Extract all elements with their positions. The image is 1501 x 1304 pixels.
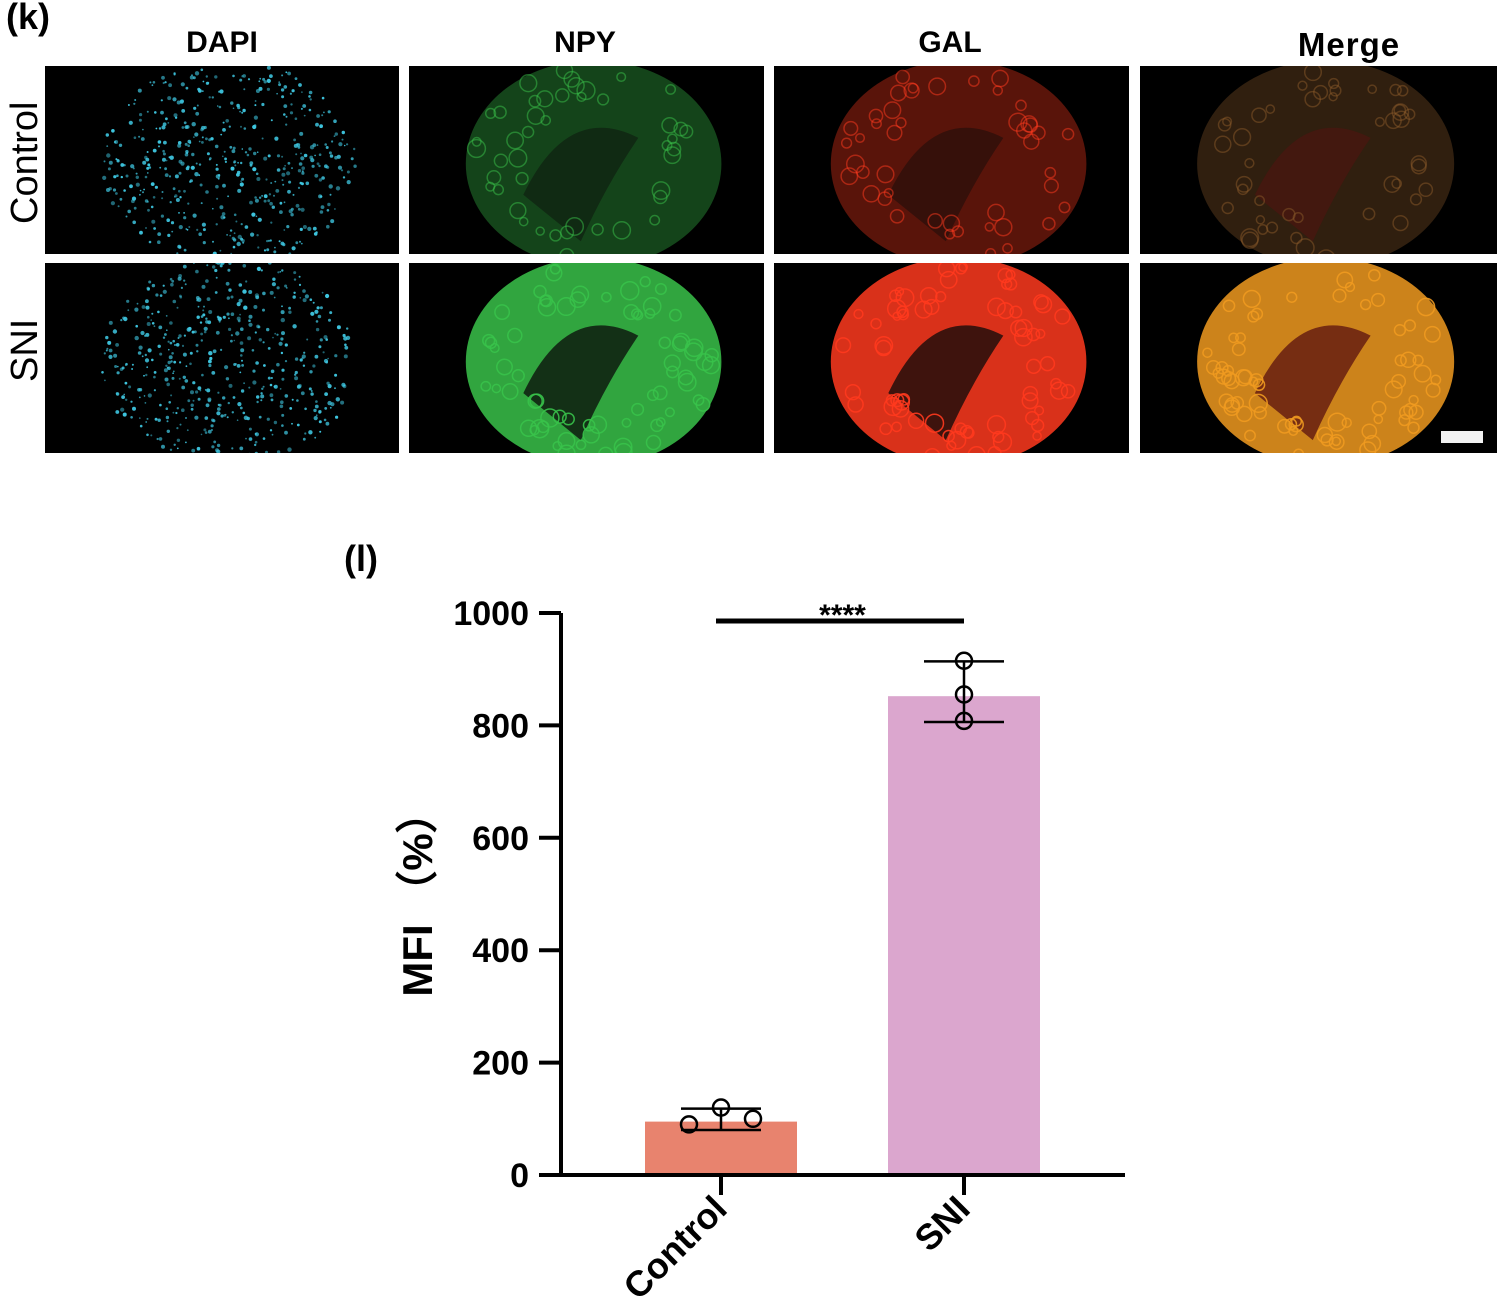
y-tick-label: 1000 bbox=[453, 595, 529, 633]
scale-bar bbox=[1441, 431, 1483, 443]
panel-k-label: (k) bbox=[6, 0, 50, 37]
micrograph-sni-merge-image bbox=[1197, 263, 1483, 453]
micrograph-control-merge bbox=[1140, 66, 1497, 254]
micrograph-control-gal-image bbox=[830, 66, 1087, 254]
significance-label: **** bbox=[819, 599, 866, 632]
y-tick-label: 800 bbox=[472, 707, 529, 745]
micrograph-sni-dapi bbox=[45, 263, 399, 453]
column-header-dapi: DAPI bbox=[186, 26, 258, 59]
column-header-gal: GAL bbox=[918, 26, 982, 59]
data-point bbox=[711, 1098, 731, 1117]
micrograph-control-merge-image bbox=[1197, 66, 1455, 254]
column-header-npy: NPY bbox=[554, 26, 616, 59]
bar-sni bbox=[888, 696, 1040, 1173]
micrograph-control-dapi bbox=[45, 66, 399, 254]
data-point bbox=[743, 1109, 763, 1129]
data-point bbox=[954, 711, 974, 731]
column-header-merge: Merge bbox=[1297, 26, 1401, 63]
y-tick-label: 400 bbox=[472, 932, 529, 970]
data-point bbox=[954, 685, 974, 704]
micrograph-sni-npy bbox=[409, 263, 764, 453]
micrograph-control-gal bbox=[774, 66, 1129, 254]
y-axis-label: MFI （%） bbox=[394, 791, 441, 996]
micrograph-sni-dapi-image bbox=[101, 263, 351, 453]
x-tick-label-sni: SNI bbox=[906, 1188, 977, 1259]
data-point bbox=[679, 1115, 699, 1134]
y-tick-label: 200 bbox=[472, 1045, 529, 1083]
panel-l-label: (l) bbox=[344, 538, 378, 579]
micrograph-sni-merge bbox=[1140, 263, 1497, 453]
micrograph-sni-gal bbox=[774, 263, 1129, 453]
micrograph-sni-gal-image bbox=[830, 263, 1087, 453]
data-point bbox=[954, 651, 974, 671]
micrograph-control-dapi-image bbox=[102, 66, 357, 254]
x-tick-label-control: Control bbox=[615, 1188, 734, 1304]
micrograph-control-npy-image bbox=[465, 66, 722, 254]
y-tick-label: 600 bbox=[472, 820, 529, 858]
micrograph-control-npy bbox=[409, 66, 764, 254]
micrograph-sni-npy-image bbox=[465, 263, 722, 453]
y-tick-label: 0 bbox=[510, 1157, 529, 1195]
